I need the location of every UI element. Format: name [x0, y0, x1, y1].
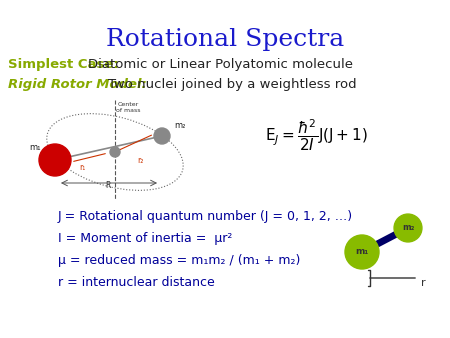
Text: r₂: r₂	[137, 156, 143, 165]
Text: Two nuclei joined by a weightless rod: Two nuclei joined by a weightless rod	[108, 78, 356, 91]
Text: Simplest Case:: Simplest Case:	[8, 58, 119, 71]
Text: r: r	[421, 278, 425, 288]
Text: Diatomic or Linear Polyatomic molecule: Diatomic or Linear Polyatomic molecule	[88, 58, 353, 71]
Text: m₂: m₂	[402, 223, 414, 233]
Text: μ = reduced mass = m₁m₂ / (m₁ + m₂): μ = reduced mass = m₁m₂ / (m₁ + m₂)	[58, 254, 301, 267]
Text: J = Rotational quantum number (J = 0, 1, 2, …): J = Rotational quantum number (J = 0, 1,…	[58, 210, 353, 223]
Text: R: R	[105, 181, 111, 190]
Text: $\mathrm{E}_J = \dfrac{\hbar^2}{2I}\mathrm{J(J+1)}$: $\mathrm{E}_J = \dfrac{\hbar^2}{2I}\math…	[265, 118, 368, 153]
Circle shape	[154, 128, 170, 144]
Text: r = internuclear distance: r = internuclear distance	[58, 276, 215, 289]
Text: m₁: m₁	[29, 143, 41, 152]
Circle shape	[39, 144, 71, 176]
Circle shape	[110, 147, 120, 157]
Text: m₁: m₁	[356, 247, 369, 257]
Text: r₁: r₁	[79, 163, 85, 172]
Text: I = Moment of inertia =  μr²: I = Moment of inertia = μr²	[58, 232, 232, 245]
Circle shape	[345, 235, 379, 269]
Circle shape	[394, 214, 422, 242]
Text: m₂: m₂	[174, 121, 186, 130]
Text: Rigid Rotor Model:: Rigid Rotor Model:	[8, 78, 147, 91]
Text: Rotational Spectra: Rotational Spectra	[106, 28, 344, 51]
Text: Center
of mass: Center of mass	[116, 102, 140, 113]
